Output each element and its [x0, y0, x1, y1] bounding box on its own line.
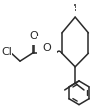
Text: O: O [29, 30, 38, 40]
Text: Cl: Cl [1, 47, 12, 56]
Text: O: O [43, 43, 51, 53]
